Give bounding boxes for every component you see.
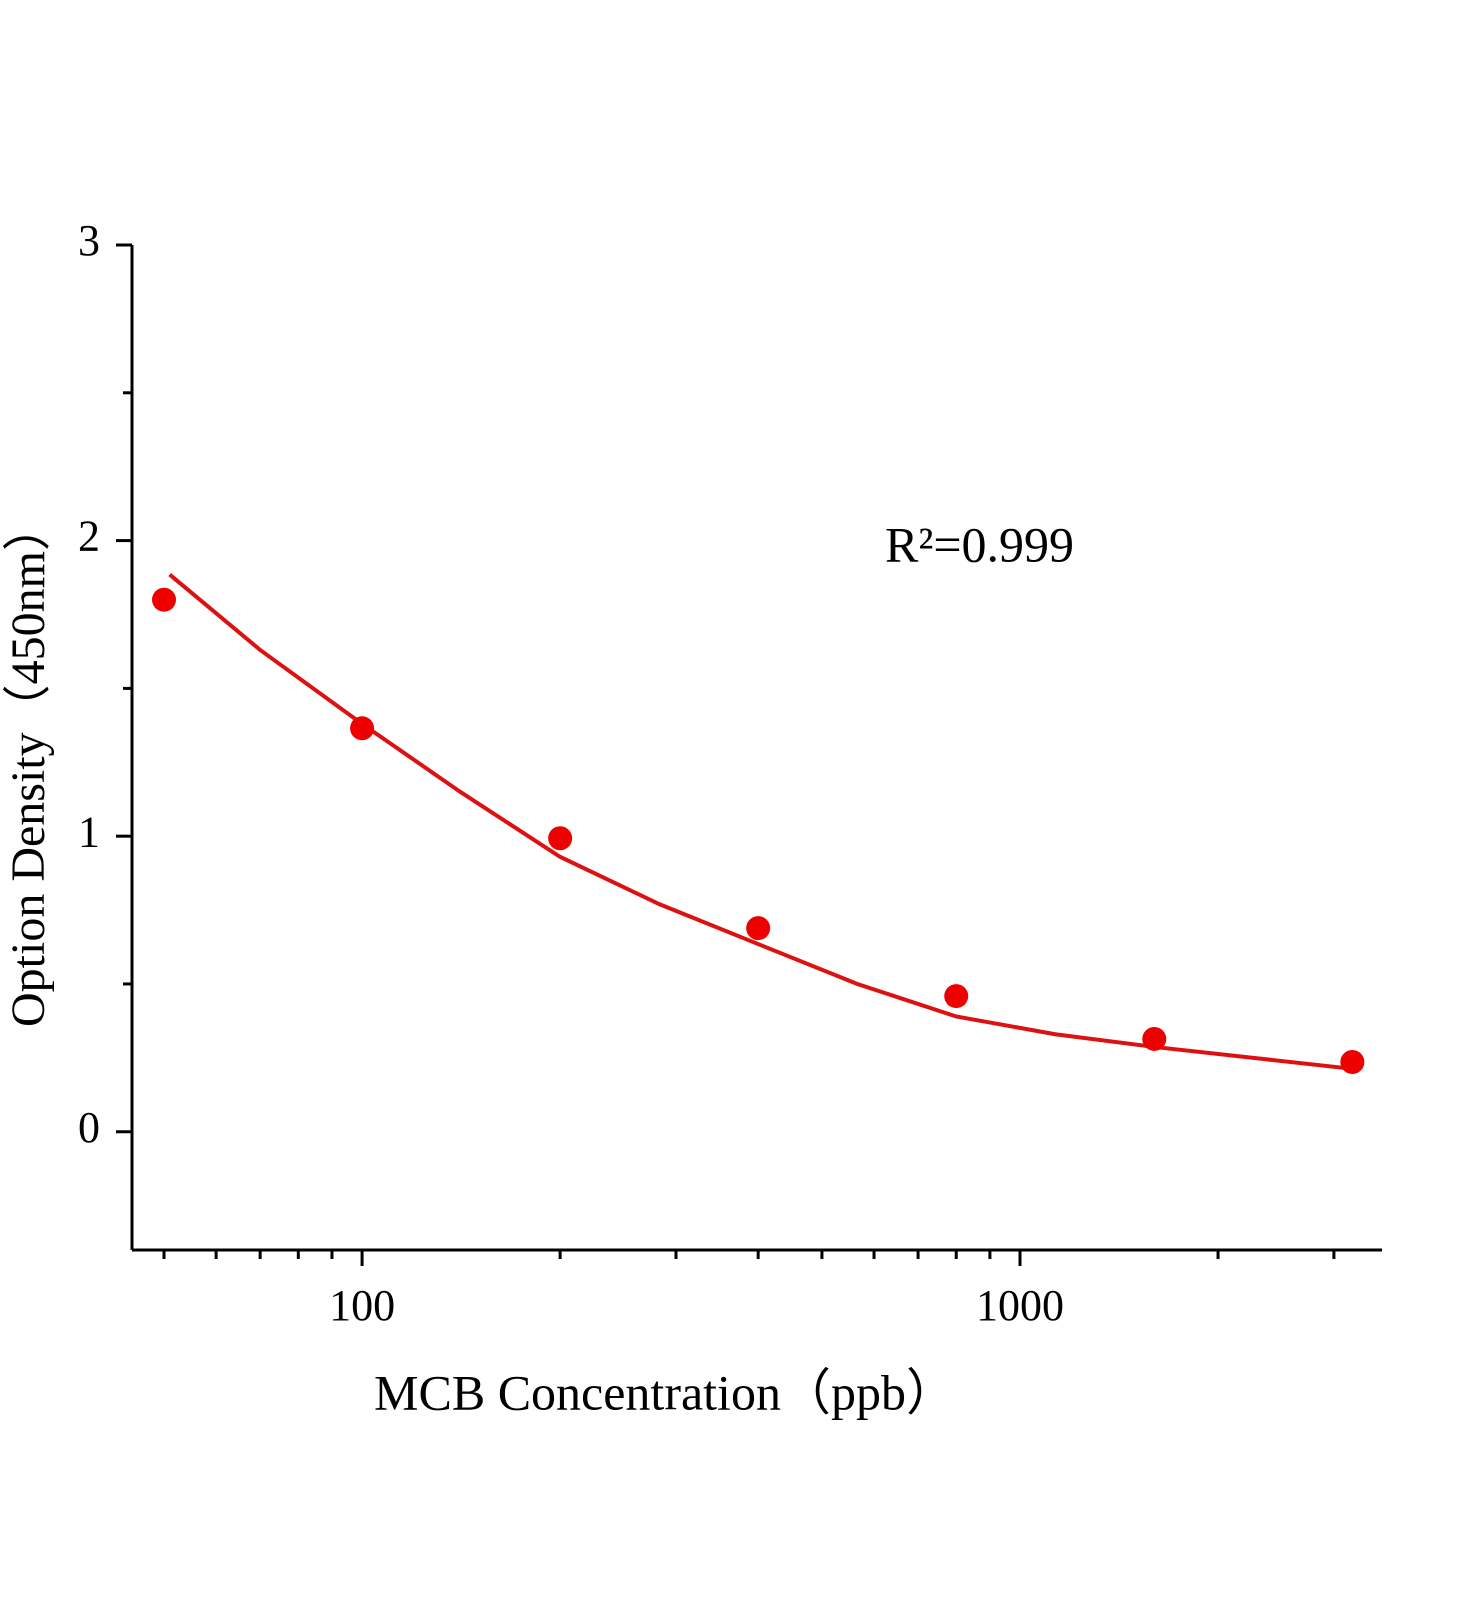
data-point [152,587,177,612]
data-point [350,716,375,741]
y-tick-label: 3 [78,216,100,265]
y-axis-label: Option Density（450nm） [2,503,55,1027]
x-axis-label: MCB Concentration（ppb） [374,1364,956,1420]
y-tick-label: 2 [78,512,100,561]
y-tick-label: 0 [78,1103,100,1152]
data-point [1142,1026,1167,1051]
data-point [548,826,573,851]
annotation: R²=0.999 [885,516,1074,572]
x-tick-label: 100 [329,1281,395,1330]
fit-curve [168,573,1353,1071]
x-tick-label: 1000 [976,1281,1064,1330]
y-tick-label: 1 [78,807,100,856]
data-point [746,916,771,941]
data-point [944,984,969,1009]
data-point [1340,1050,1365,1075]
